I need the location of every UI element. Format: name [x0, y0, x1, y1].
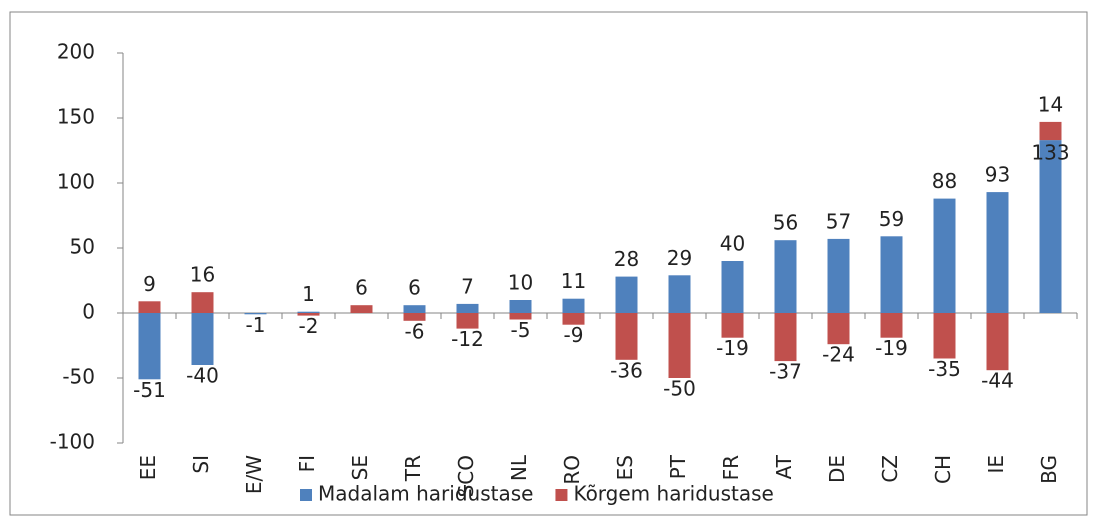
data-label: 16 [190, 263, 215, 287]
y-tick-label: 200 [57, 40, 95, 64]
x-tick-label: CZ [878, 455, 902, 483]
bar [403, 305, 426, 313]
data-label: 6 [355, 276, 368, 300]
y-tick-label: 50 [70, 235, 95, 259]
x-tick-label: AT [772, 454, 796, 479]
bar [880, 236, 903, 313]
bar [191, 292, 214, 313]
data-label: 10 [508, 271, 533, 295]
data-label: -40 [186, 364, 219, 388]
x-tick-label: DE [825, 455, 849, 483]
data-label: 1 [302, 282, 315, 306]
data-label: -5 [511, 318, 531, 342]
data-label: 88 [932, 169, 957, 193]
y-tick-label: 0 [82, 300, 95, 324]
bar [456, 313, 479, 329]
bar [456, 303, 479, 313]
x-tick-label: TR [401, 455, 425, 482]
data-label: 57 [826, 209, 851, 233]
bar [668, 313, 691, 378]
bar [244, 313, 267, 315]
bar [562, 298, 585, 313]
y-tick-label: -100 [50, 430, 95, 454]
data-label: -44 [981, 369, 1014, 393]
bar [933, 198, 956, 313]
bar [774, 240, 797, 313]
bar [668, 275, 691, 313]
data-label: 6 [408, 276, 421, 300]
bar [721, 261, 744, 313]
bar [1039, 140, 1062, 313]
x-tick-label: IE [984, 455, 1008, 474]
data-label: -50 [663, 377, 696, 401]
bar [721, 313, 744, 338]
bar [615, 276, 638, 313]
x-tick-label: SI [189, 455, 213, 474]
x-tick-label: E/W [242, 455, 266, 494]
x-tick-label: ES [613, 455, 637, 480]
data-label: -19 [716, 336, 749, 360]
data-label: -37 [769, 360, 802, 384]
data-label: 56 [773, 211, 798, 235]
chart-border [9, 11, 1088, 516]
bar [986, 192, 1009, 313]
bar [191, 313, 214, 365]
data-label: -51 [133, 378, 166, 402]
data-label: -9 [564, 323, 584, 347]
x-tick-label: SCO [454, 455, 478, 497]
bar [615, 313, 638, 360]
x-tick-label: FR [719, 455, 743, 481]
x-tick-label: EE [136, 455, 160, 480]
data-label: 93 [985, 163, 1010, 187]
legend-swatch [300, 489, 312, 501]
data-label: 14 [1038, 92, 1063, 116]
bar [827, 238, 850, 313]
bar [562, 313, 585, 325]
bar [138, 313, 161, 380]
bar [403, 313, 426, 321]
y-tick-label: 100 [57, 170, 95, 194]
data-label: -12 [451, 327, 484, 351]
data-label: -24 [822, 343, 855, 367]
legend-label: Madalam haridustase [318, 482, 533, 506]
data-label: 29 [667, 246, 692, 270]
bar [509, 313, 532, 320]
bar [350, 305, 373, 313]
bar [509, 300, 532, 313]
data-label: -35 [928, 357, 961, 381]
bar [297, 311, 320, 313]
data-label: 7 [461, 274, 474, 298]
x-tick-label: NL [507, 454, 531, 481]
data-label: -6 [405, 319, 425, 343]
bar [933, 313, 956, 359]
legend-swatch [555, 489, 568, 501]
data-label: 11 [561, 269, 586, 293]
legend-label: Kõrgem haridustase [573, 482, 773, 506]
data-label: -1 [246, 313, 266, 337]
x-tick-label: BG [1037, 455, 1061, 484]
data-label: -19 [875, 336, 908, 360]
x-tick-label: SE [348, 455, 372, 480]
bar [880, 313, 903, 338]
x-tick-label: RO [560, 455, 584, 485]
data-label: 40 [720, 232, 745, 256]
data-label: -2 [299, 314, 319, 338]
bar [986, 313, 1009, 371]
bar [827, 313, 850, 345]
y-tick-label: 150 [57, 105, 95, 129]
x-tick-label: FI [295, 455, 319, 472]
data-label: 9 [143, 272, 156, 296]
bar [297, 313, 320, 316]
y-tick-label: -50 [62, 365, 95, 389]
x-tick-label: CH [931, 455, 955, 484]
bar [138, 301, 161, 313]
data-label: -36 [610, 358, 643, 382]
data-label: 28 [614, 247, 639, 271]
data-label: 59 [879, 207, 904, 231]
bar [774, 313, 797, 362]
data-label: 133 [1031, 141, 1069, 165]
bar [1039, 121, 1062, 141]
x-tick-label: PT [666, 454, 690, 479]
